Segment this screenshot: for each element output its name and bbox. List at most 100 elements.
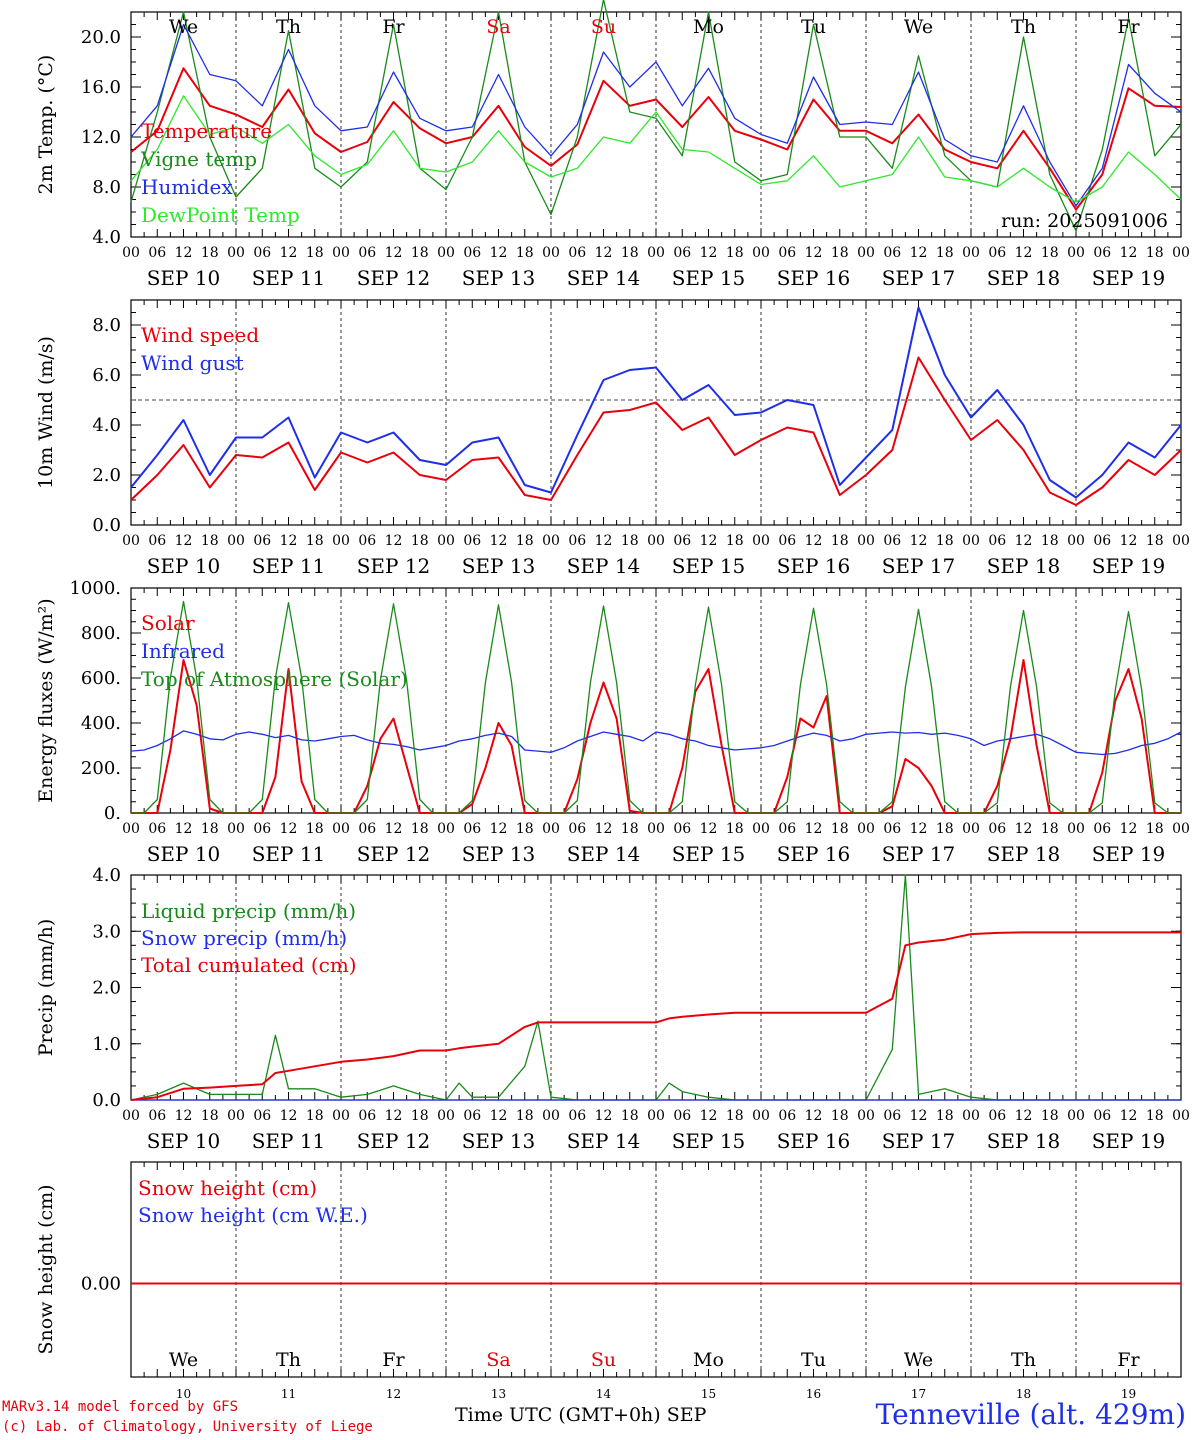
hour-tick-label: 18 bbox=[516, 821, 534, 837]
weekday-header: We bbox=[904, 16, 933, 38]
date-label: SEP 15 bbox=[672, 842, 746, 866]
day-number: 12 bbox=[386, 1387, 401, 1401]
hour-tick-label: 18 bbox=[411, 533, 429, 549]
hour-tick-label: 12 bbox=[805, 533, 823, 549]
legend-entry: Wind speed bbox=[141, 323, 259, 347]
hour-tick-label: 06 bbox=[778, 533, 796, 549]
weekday-bottom: We bbox=[169, 1349, 198, 1371]
hour-tick-label: 00 bbox=[332, 533, 350, 549]
hour-tick-label: 00 bbox=[647, 245, 665, 261]
date-label: SEP 15 bbox=[672, 1129, 746, 1153]
hour-tick-label: 18 bbox=[621, 821, 639, 837]
weekday-bottom: Th bbox=[276, 1349, 301, 1371]
y-tick-label: 1000. bbox=[69, 578, 121, 599]
series-line-vigne-temp bbox=[130, 0, 1182, 232]
panel-5: Snow height (cm) bbox=[35, 1161, 1182, 1378]
legend-entry: Top of Atmosphere (Solar) bbox=[141, 667, 408, 691]
hour-tick-label: 18 bbox=[726, 1108, 744, 1124]
hour-tick-label: 18 bbox=[516, 533, 534, 549]
date-label: SEP 15 bbox=[672, 554, 746, 578]
date-label: SEP 17 bbox=[882, 842, 956, 866]
date-label: SEP 13 bbox=[462, 554, 536, 578]
hour-tick-label: 06 bbox=[358, 245, 376, 261]
series-line-wind-gust bbox=[130, 306, 1182, 499]
hour-tick-label: 18 bbox=[411, 1108, 429, 1124]
hour-tick-label: 00 bbox=[857, 245, 875, 261]
hour-tick-label: 18 bbox=[831, 533, 849, 549]
y-tick-label: 0. bbox=[104, 803, 121, 824]
weekday-header: Su bbox=[591, 16, 616, 38]
hour-tick-label: 06 bbox=[253, 1108, 271, 1124]
hour-tick-label: 12 bbox=[385, 821, 403, 837]
weekday-header: Sa bbox=[486, 16, 510, 38]
plot-frame bbox=[130, 299, 1182, 526]
y-tick-label: 3.0 bbox=[92, 921, 121, 942]
hour-tick-label: 00 bbox=[962, 245, 980, 261]
weekday-bottom: Fr bbox=[382, 1349, 405, 1371]
y-axis-label: 10m Wind (m/s) bbox=[35, 336, 57, 489]
hour-tick-label: 06 bbox=[883, 533, 901, 549]
day-number: 11 bbox=[281, 1387, 296, 1401]
hour-tick-label: 06 bbox=[148, 533, 166, 549]
series-line-humidex bbox=[130, 23, 1182, 207]
hour-tick-label: 06 bbox=[358, 1108, 376, 1124]
weekday-bottom: Sa bbox=[486, 1349, 510, 1371]
hour-tick-label: 00 bbox=[332, 821, 350, 837]
date-label: SEP 11 bbox=[252, 842, 326, 866]
legend-entry: DewPoint Temp bbox=[141, 203, 300, 227]
hour-tick-label: 12 bbox=[910, 1108, 928, 1124]
hour-tick-label: 18 bbox=[516, 1108, 534, 1124]
hour-tick-label: 00 bbox=[1172, 1108, 1190, 1124]
legend-entry: Temperature bbox=[141, 119, 272, 143]
hour-tick-label: 00 bbox=[1172, 245, 1190, 261]
date-label: SEP 18 bbox=[987, 266, 1061, 290]
hour-tick-label: 06 bbox=[988, 821, 1006, 837]
hour-tick-label: 12 bbox=[385, 245, 403, 261]
hour-tick-label: 18 bbox=[1041, 821, 1059, 837]
hour-tick-label: 18 bbox=[621, 245, 639, 261]
date-label: SEP 12 bbox=[357, 842, 431, 866]
hour-tick-label: 18 bbox=[1041, 533, 1059, 549]
hour-tick-label: 18 bbox=[1146, 533, 1164, 549]
hour-tick-label: 18 bbox=[1041, 245, 1059, 261]
hour-tick-label: 18 bbox=[831, 245, 849, 261]
hour-tick-label: 18 bbox=[411, 821, 429, 837]
hour-tick-label: 00 bbox=[227, 821, 245, 837]
hour-tick-label: 00 bbox=[437, 533, 455, 549]
weekday-bottom: Fr bbox=[1117, 1349, 1140, 1371]
y-tick-label: 6.0 bbox=[92, 365, 121, 386]
hour-tick-label: 12 bbox=[910, 245, 928, 261]
hour-tick-label: 18 bbox=[621, 533, 639, 549]
hour-tick-label: 00 bbox=[227, 533, 245, 549]
hour-tick-label: 06 bbox=[568, 1108, 586, 1124]
y-tick-label: 8.0 bbox=[92, 315, 121, 336]
hour-tick-label: 00 bbox=[857, 533, 875, 549]
hour-tick-label: 00 bbox=[332, 1108, 350, 1124]
hour-tick-label: 00 bbox=[542, 245, 560, 261]
date-label: SEP 13 bbox=[462, 1129, 536, 1153]
date-label: SEP 11 bbox=[252, 1129, 326, 1153]
weekday-header: Mo bbox=[693, 16, 724, 38]
hour-tick-label: 12 bbox=[280, 821, 298, 837]
hour-tick-label: 12 bbox=[490, 1108, 508, 1124]
plot-frame bbox=[130, 587, 1182, 814]
run-annotation: run: 2025091006 bbox=[1001, 210, 1168, 232]
hour-tick-label: 18 bbox=[936, 1108, 954, 1124]
date-label: SEP 10 bbox=[147, 842, 221, 866]
legend-entry: Wind gust bbox=[141, 351, 244, 375]
y-tick-label: 4.0 bbox=[92, 227, 121, 248]
hour-tick-label: 00 bbox=[752, 245, 770, 261]
hour-tick-label: 00 bbox=[962, 533, 980, 549]
hour-tick-label: 00 bbox=[122, 1108, 140, 1124]
lab-credit: (c) Lab. of Climatology, University of L… bbox=[2, 1419, 373, 1435]
date-label: SEP 19 bbox=[1092, 554, 1166, 578]
hour-tick-label: 00 bbox=[962, 821, 980, 837]
day-number: 13 bbox=[491, 1387, 506, 1401]
y-tick-label: 4.0 bbox=[92, 415, 121, 436]
date-label: SEP 17 bbox=[882, 554, 956, 578]
hour-tick-label: 00 bbox=[437, 821, 455, 837]
hour-tick-label: 12 bbox=[595, 821, 613, 837]
hour-tick-label: 12 bbox=[700, 821, 718, 837]
hour-tick-label: 06 bbox=[988, 245, 1006, 261]
day-number: 10 bbox=[176, 1387, 191, 1401]
